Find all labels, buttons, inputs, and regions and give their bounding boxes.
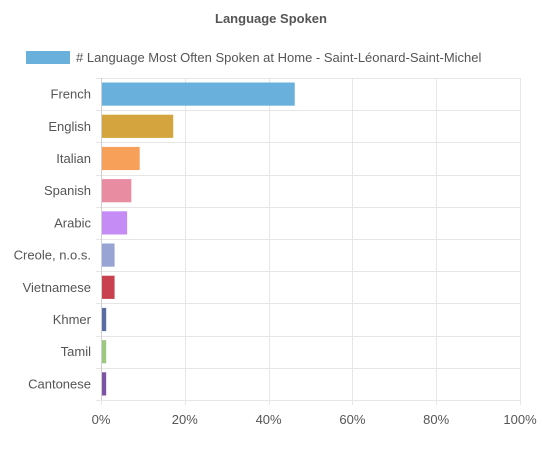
category-label: Creole, n.o.s. [14, 248, 91, 263]
bar-french[interactable] [102, 82, 295, 106]
category-labels: French English Italian Spanish Arabic Creole,… [14, 87, 92, 392]
x-tick-label: 40% [256, 412, 282, 427]
chart-title: Language Spoken [215, 11, 327, 26]
grid-layer [96, 78, 521, 405]
bar-arabic[interactable] [102, 211, 128, 235]
x-tick-label: 100% [503, 412, 537, 427]
legend-swatch[interactable] [26, 51, 70, 64]
bar-cantonese[interactable] [102, 372, 107, 396]
x-tick-label: 80% [423, 412, 449, 427]
bar-tamil[interactable] [102, 340, 107, 364]
legend[interactable]: # Language Most Often Spoken at Home - S… [26, 50, 482, 65]
legend-label[interactable]: # Language Most Often Spoken at Home - S… [76, 50, 482, 65]
category-label: French [51, 87, 91, 102]
bar-italian[interactable] [102, 146, 140, 171]
category-label: English [48, 119, 91, 134]
bar-vietnamese[interactable] [102, 275, 115, 299]
bar-khmer[interactable] [102, 307, 107, 332]
category-label: Vietnamese [23, 280, 91, 295]
bar-spanish[interactable] [102, 179, 132, 203]
x-tick-label: 20% [172, 412, 198, 427]
category-label: Cantonese [28, 376, 91, 391]
category-label: Tamil [61, 344, 91, 359]
category-label: Spanish [44, 183, 91, 198]
bar-layer [102, 82, 295, 396]
category-label: Khmer [53, 312, 92, 327]
x-tick-label: 0% [92, 412, 111, 427]
x-tick-labels: 0% 20% 40% 60% 80% 100% [92, 412, 537, 427]
x-tick-label: 60% [339, 412, 365, 427]
category-label: Arabic [54, 215, 91, 230]
category-label: Italian [56, 151, 91, 166]
bar-english[interactable] [102, 114, 174, 138]
bar-creole-n-o-s[interactable] [102, 243, 115, 267]
